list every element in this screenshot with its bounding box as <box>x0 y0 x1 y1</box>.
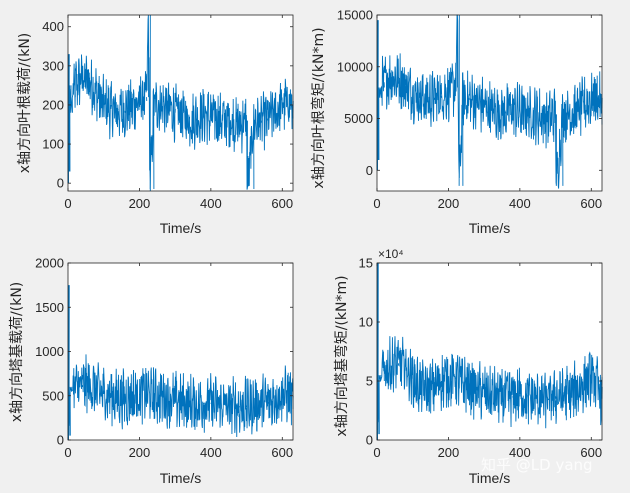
y-tick-label: 5 <box>366 374 373 389</box>
y-tick-label: 0 <box>366 433 373 448</box>
subplot-blade-root-load: 0 200 400 600 0 100 200 300 400 Time/s x轴方向叶根载荷/… <box>17 14 294 236</box>
y-tick-label: 100 <box>42 137 64 152</box>
y-tick-label: 5000 <box>344 111 373 126</box>
x-tick-label: 200 <box>129 196 151 211</box>
x-axis-label: Time/s <box>469 470 510 486</box>
y-axis-label: x轴方向叶根弯矩/(kN*m) <box>310 27 327 188</box>
x-tick-label: 400 <box>509 196 531 211</box>
x-tick-label: 600 <box>580 445 602 460</box>
x-tick-label: 400 <box>200 196 222 211</box>
axes-frame <box>376 262 603 441</box>
x-tick-label: 0 <box>373 445 380 460</box>
y-tick-label: 15000 <box>337 8 373 23</box>
x-tick-label: 0 <box>64 196 71 211</box>
watermark: 知乎 @LD yang <box>481 456 593 474</box>
y-tick-label: 200 <box>42 97 64 112</box>
y-tick-label: 15 <box>359 256 373 271</box>
x-tick-label: 600 <box>271 445 293 460</box>
x-tick-label: 200 <box>129 445 151 460</box>
subplot-tower-base-load: 0 200 400 600 0 500 1000 1500 2000 Time/s x轴方向塔基… <box>8 256 294 486</box>
series-line <box>67 14 294 192</box>
y-tick-label: 1500 <box>35 300 64 315</box>
subplot-tower-base-moment: 0 200 400 600 0 5 10 15 ×10⁴ Time/s x轴方向塔基弯矩/(k… <box>333 247 603 486</box>
y-tick-label: 0 <box>57 176 64 191</box>
axes-frame <box>67 14 294 192</box>
series-line <box>376 262 603 441</box>
series-line <box>376 14 603 189</box>
subplot-blade-root-moment: 0 200 400 600 0 5000 10000 15000 Time/s x轴方向叶根弯… <box>310 8 603 236</box>
x-axis-label: Time/s <box>469 220 510 236</box>
y-tick-label: 1000 <box>35 344 64 359</box>
y-axis-exponent: ×10⁴ <box>378 247 404 261</box>
y-axis-label: x轴方向塔基载荷/(kN) <box>8 282 25 423</box>
series-line <box>67 285 294 441</box>
x-tick-label: 600 <box>580 196 602 211</box>
y-tick-label: 0 <box>57 433 64 448</box>
x-axis-label: Time/s <box>160 470 201 486</box>
y-tick-label: 2000 <box>35 256 64 271</box>
x-tick-label: 0 <box>373 196 380 211</box>
x-tick-label: 200 <box>438 196 460 211</box>
x-tick-label: 600 <box>271 196 293 211</box>
y-tick-label: 0 <box>366 163 373 178</box>
x-tick-label: 200 <box>438 445 460 460</box>
y-tick-label: 500 <box>42 388 64 403</box>
y-tick-label: 300 <box>42 58 64 73</box>
axes-frame <box>376 14 603 192</box>
y-tick-label: 10000 <box>337 59 373 74</box>
y-tick-label: 400 <box>42 19 64 34</box>
y-tick-label: 10 <box>359 315 373 330</box>
x-tick-label: 400 <box>509 445 531 460</box>
x-axis-label: Time/s <box>160 220 201 236</box>
x-tick-label: 400 <box>200 445 222 460</box>
x-tick-label: 0 <box>64 445 71 460</box>
y-axis-label: x轴方向塔基弯矩/(kN*m) <box>333 275 350 436</box>
y-axis-label: x轴方向叶根载荷/(kN) <box>17 33 33 174</box>
